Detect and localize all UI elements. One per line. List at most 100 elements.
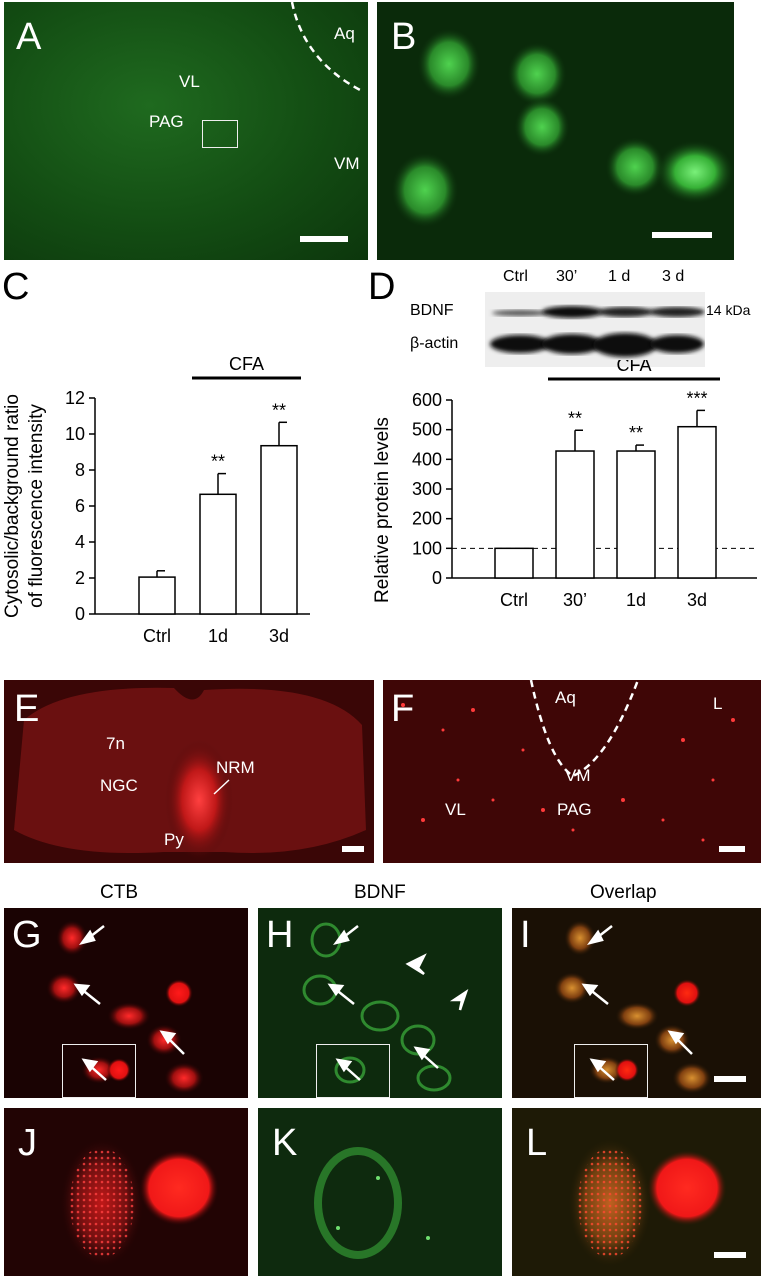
- lane-label: 1 d: [608, 268, 631, 285]
- panel-letter-g: G: [12, 914, 42, 956]
- arrow-icons: [581, 925, 693, 1081]
- neurons-green: [391, 28, 734, 228]
- roi-box: [202, 120, 238, 148]
- label-nrm: NRM: [216, 758, 255, 777]
- x-tick-label: 1d: [208, 626, 228, 646]
- bdnf-zoom: [314, 1147, 430, 1259]
- treatment-label: CFA: [229, 354, 264, 374]
- scale-bar: [714, 1252, 746, 1258]
- significance-label: **: [211, 452, 225, 472]
- x-tick-label: Ctrl: [500, 590, 528, 610]
- significance-label: **: [629, 423, 643, 443]
- treatment-label: CFA: [616, 360, 651, 375]
- panel-letter-i: I: [520, 914, 531, 956]
- panel-l-micrograph: L: [512, 1108, 761, 1276]
- column-title-bdnf: BDNF: [354, 882, 406, 903]
- chart-c: 0 2 4 6 8 10 12 Ctrl ** 1d ** 3d CFA Cytosolic/backgr…: [2, 354, 310, 646]
- blot-bands: [485, 292, 705, 367]
- y-tick-label: 300: [412, 479, 442, 499]
- size-marker: 14 kDa: [706, 302, 751, 318]
- row-label-bdnf: BDNF: [410, 302, 454, 319]
- label-py: Py: [164, 830, 184, 849]
- panel-a-micrograph: A Aq VL PAG VM: [4, 2, 368, 260]
- x-tick-label: 1d: [626, 590, 646, 610]
- scale-bar: [342, 846, 364, 852]
- significance-label: **: [568, 408, 582, 428]
- scale-bar: [719, 846, 745, 852]
- arrow-icons: [327, 925, 469, 1081]
- y-tick-label: 600: [412, 390, 442, 410]
- y-tick-label: 200: [412, 509, 442, 529]
- bar: [555, 450, 595, 579]
- bar: [677, 425, 717, 579]
- significance-label: ***: [686, 388, 707, 408]
- label-vm: VM: [565, 766, 591, 785]
- label-vl: VL: [445, 800, 466, 819]
- label-7n: 7n: [106, 734, 125, 753]
- ctb-zoom: [60, 1138, 219, 1268]
- panel-e-micrograph-view: E 7n NGC NRM Py: [4, 680, 374, 863]
- y-tick-label: 8: [75, 460, 85, 480]
- lane-label: Ctrl: [503, 268, 528, 285]
- panel-k-micrograph: K: [258, 1108, 502, 1276]
- roi-box: [316, 1044, 390, 1098]
- row-label-actin: β-actin: [410, 335, 459, 352]
- y-tick-label: 4: [75, 532, 85, 552]
- panel-i-micrograph: I: [512, 908, 761, 1098]
- aqueduct-outline: [290, 2, 365, 94]
- panel-b-micrograph: B: [377, 2, 734, 260]
- panel-letter-k: K: [272, 1122, 298, 1164]
- bar: [260, 444, 298, 615]
- bar: [616, 450, 656, 579]
- roi-box: [62, 1044, 136, 1098]
- label-pag: PAG: [557, 800, 592, 819]
- panel-letter-j: J: [18, 1122, 37, 1164]
- brainstem-section: [14, 687, 366, 860]
- y-tick-label: 100: [412, 538, 442, 558]
- y-axis-label-line1: Cytosolic/background ratio: [2, 394, 23, 618]
- label-vl: VL: [179, 72, 200, 91]
- arrow-icons: [73, 925, 185, 1081]
- bar: [138, 576, 176, 615]
- label-ngc: NGC: [100, 776, 138, 795]
- panel-j-micrograph: J: [4, 1108, 248, 1276]
- label-aq: Aq: [555, 688, 576, 707]
- label-vm: VM: [334, 154, 360, 173]
- panel-f-micrograph: F Aq L VM VL PAG: [383, 680, 761, 863]
- panel-letter-l: L: [526, 1122, 548, 1164]
- y-tick-label: 400: [412, 449, 442, 469]
- panel-letter-e: E: [14, 688, 40, 730]
- lane-label: 30’: [556, 268, 578, 285]
- y-axis-label: Relative protein levels: [372, 417, 393, 603]
- panel-g-micrograph: G: [4, 908, 248, 1098]
- column-title-ctb: CTB: [100, 882, 138, 903]
- y-tick-label: 6: [75, 496, 85, 516]
- y-tick-label: 500: [412, 420, 442, 440]
- panel-letter-b: B: [391, 16, 417, 58]
- y-tick-label: 12: [65, 388, 85, 408]
- bdnf-cells: [302, 922, 452, 1092]
- y-tick-label: 0: [432, 568, 442, 588]
- x-tick-label: 30’: [563, 590, 587, 610]
- panel-letter-f: F: [391, 688, 415, 730]
- column-title-overlap: Overlap: [590, 882, 657, 903]
- panel-letter-h: H: [266, 914, 294, 956]
- y-axis-label-line2: of fluorescence intensity: [26, 404, 47, 608]
- panel-e: [4, 463, 5, 464]
- roi-box: [574, 1044, 648, 1098]
- nrm-pointer: [213, 779, 230, 795]
- label-aq: Aq: [334, 24, 355, 43]
- lane-label: 3 d: [662, 268, 685, 285]
- x-tick-label: 3d: [269, 626, 289, 646]
- x-tick-label: Ctrl: [143, 626, 171, 646]
- overlap-zoom: [568, 1138, 727, 1268]
- panel-letter-a: A: [16, 16, 42, 58]
- x-tick-label: 3d: [687, 590, 707, 610]
- y-tick-label: 0: [75, 604, 85, 624]
- panel-letter-d: D: [368, 266, 396, 308]
- y-tick-label: 10: [65, 424, 85, 444]
- scale-bar: [652, 232, 712, 238]
- scale-bar: [300, 236, 348, 242]
- significance-label: **: [272, 400, 286, 420]
- chart-d: 0 100 200 300 400 500 600 Ctrl ** 30’ ** 1d *** 3d CFA…: [372, 360, 757, 610]
